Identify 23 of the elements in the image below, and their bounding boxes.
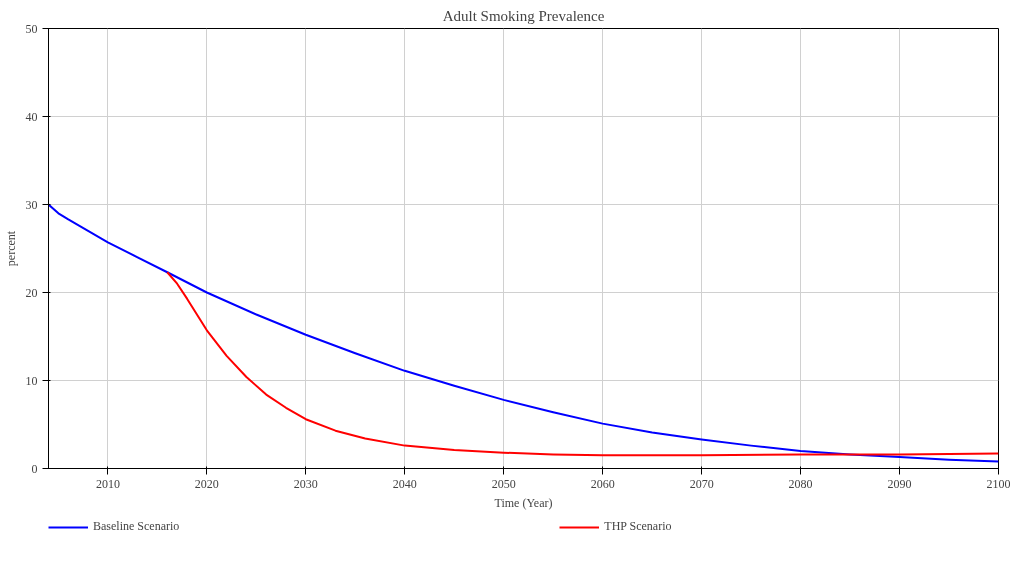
x-tick-label: 2050 bbox=[491, 476, 516, 491]
line-series bbox=[48, 203, 999, 463]
x-tick-label: 2040 bbox=[392, 476, 417, 491]
chart-title: Adult Smoking Prevalence bbox=[442, 7, 605, 24]
x-tick-label: 2100 bbox=[986, 476, 1011, 491]
x-tick-label: 2060 bbox=[590, 476, 615, 491]
y-tick-label: 50 bbox=[25, 21, 38, 36]
x-tick-label: 2010 bbox=[95, 476, 120, 491]
y-tick-label: 0 bbox=[31, 461, 38, 476]
x-tick-label: 2030 bbox=[293, 476, 318, 491]
x-tick-label: 2020 bbox=[194, 476, 219, 491]
line-series bbox=[166, 271, 999, 457]
y-tick-label: 20 bbox=[25, 285, 38, 300]
y-tick-label: 40 bbox=[25, 109, 38, 124]
x-tick-label: 2080 bbox=[788, 476, 813, 491]
x-axis-title: Time (Year) bbox=[494, 495, 553, 510]
y-axis-title: percent bbox=[3, 230, 18, 267]
legend-label: THP Scenario bbox=[604, 519, 672, 534]
y-tick-label: 30 bbox=[25, 197, 38, 212]
x-tick-label: 2070 bbox=[689, 476, 714, 491]
legend-label: Baseline Scenario bbox=[93, 519, 180, 534]
x-tick-label: 2090 bbox=[887, 476, 912, 491]
y-tick-label: 10 bbox=[25, 373, 38, 388]
